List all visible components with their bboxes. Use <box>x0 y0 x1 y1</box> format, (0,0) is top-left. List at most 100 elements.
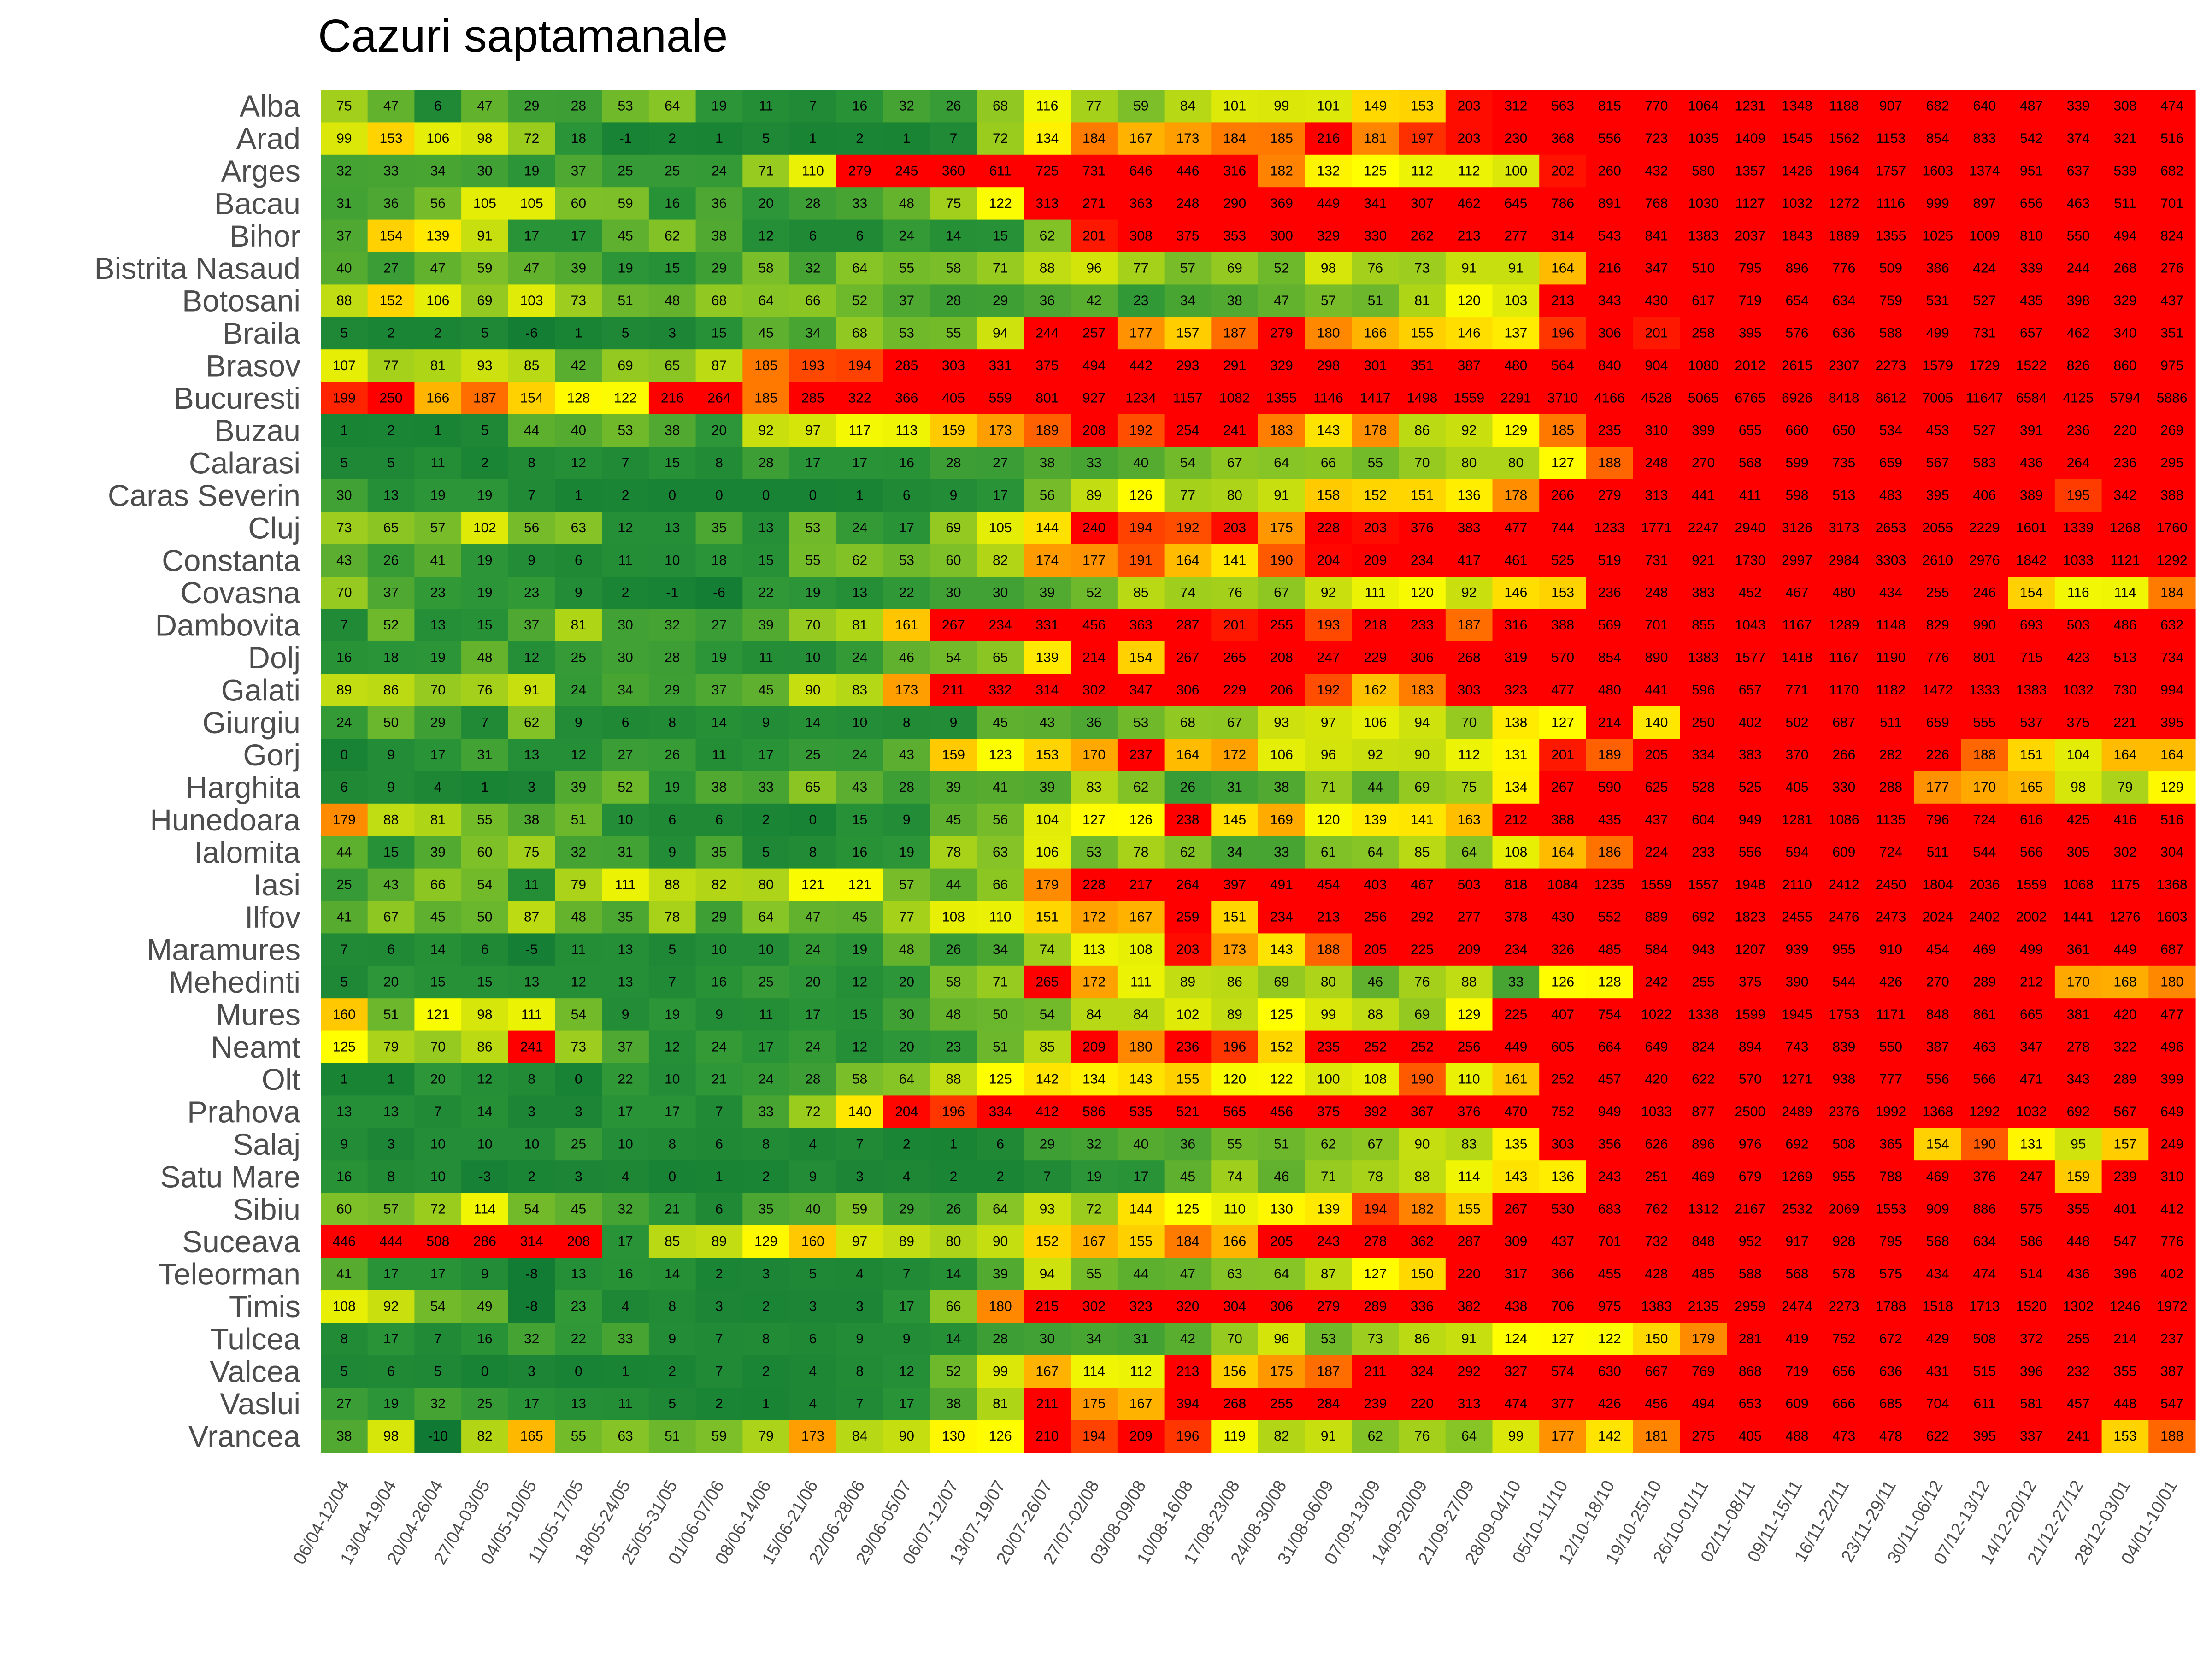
cell-value-label: 32 <box>336 164 352 179</box>
heatmap-cell <box>508 349 556 382</box>
cell-value-label: 300 <box>1270 228 1293 243</box>
cell-value-label: 57 <box>1180 261 1195 276</box>
cell-value-label: 51 <box>571 812 586 828</box>
cell-value-label: 185 <box>754 358 777 373</box>
cell-value-label: 494 <box>2113 228 2136 243</box>
cell-value-label: 59 <box>618 196 633 211</box>
cell-value-label: 246 <box>1973 585 1996 600</box>
heatmap-cell <box>1258 577 1306 609</box>
cell-value-label: 20 <box>805 975 820 990</box>
cell-value-label: 649 <box>1645 1039 1668 1054</box>
heatmap-cell <box>1024 577 1071 609</box>
heatmap-cell <box>1680 122 1727 155</box>
cell-value-label: 568 <box>1926 1234 1949 1249</box>
cell-value-label: 8 <box>528 455 535 471</box>
cell-value-label: 196 <box>942 1104 965 1119</box>
cell-value-label: 3 <box>528 1104 535 1119</box>
cell-value-label: 483 <box>1879 488 1902 503</box>
cell-value-label: 28 <box>758 455 773 471</box>
heatmap-cell <box>2008 609 2055 642</box>
cell-value-label: 51 <box>665 1429 680 1444</box>
heatmap-cell <box>1961 219 2008 253</box>
cell-value-label: 30 <box>1040 1331 1055 1347</box>
heatmap-cell <box>2101 219 2149 253</box>
cell-value-label: 392 <box>1364 1104 1387 1119</box>
cell-value-label: 96 <box>1321 747 1336 763</box>
heatmap-cell <box>508 187 556 220</box>
heatmap-cell <box>1586 447 1634 480</box>
cell-value-label: 122 <box>989 196 1012 211</box>
cell-value-label: 0 <box>715 488 723 503</box>
cell-value-label: 120 <box>1458 293 1481 308</box>
cell-value-label: 423 <box>2067 650 2090 665</box>
cell-value-label: 581 <box>2020 1396 2043 1412</box>
heatmap-cell <box>1071 414 1118 447</box>
heatmap-cell <box>1961 609 2008 642</box>
heatmap-cell <box>2054 414 2102 447</box>
cell-value-label: 13 <box>383 488 399 503</box>
cell-value-label: 17 <box>524 228 539 243</box>
heatmap-cell <box>1586 90 1634 123</box>
cell-value-label: 1009 <box>1969 228 2000 243</box>
heatmap-cell <box>883 90 930 123</box>
cell-value-label: 127 <box>1551 1331 1574 1347</box>
heatmap-cell <box>1492 609 1540 642</box>
cell-value-label: 1190 <box>1876 650 1906 665</box>
cell-value-label: 107 <box>333 358 356 373</box>
cell-value-label: 196 <box>1223 1039 1246 1054</box>
heatmap-cell <box>1211 349 1259 382</box>
cell-value-label: 508 <box>426 1234 449 1249</box>
heatmap-cell <box>1445 382 1493 415</box>
cell-value-label: 74 <box>1180 585 1195 600</box>
cell-value-label: 160 <box>333 1007 356 1022</box>
cell-value-label: 3 <box>387 1137 395 1152</box>
cell-value-label: 6 <box>996 1137 1004 1152</box>
cell-value-label: 32 <box>899 99 914 114</box>
heatmap-cell <box>1071 284 1118 318</box>
heatmap-cell <box>1492 447 1540 480</box>
cell-value-label: 126 <box>1130 488 1153 503</box>
heatmap-cell <box>321 252 368 285</box>
cell-value-label: 485 <box>1692 1266 1715 1282</box>
cell-value-label: 411 <box>1739 488 1761 503</box>
cell-value-label: 32 <box>524 1331 539 1347</box>
cell-value-label: 770 <box>1645 99 1668 114</box>
heatmap-cell <box>2054 219 2102 253</box>
cell-value-label: 267 <box>942 618 965 633</box>
cell-value-label: 395 <box>1926 488 1949 503</box>
cell-value-label: 5 <box>809 1266 817 1282</box>
cell-value-label: 26 <box>946 99 961 114</box>
heatmap-cell <box>508 414 556 447</box>
cell-value-label: 2 <box>762 1169 770 1184</box>
heatmap-cell <box>1399 577 1446 609</box>
cell-value-label: 2069 <box>1829 1201 1859 1217</box>
cell-value-label: 6 <box>481 942 489 957</box>
cell-value-label: 343 <box>1598 293 1621 308</box>
heatmap-cell <box>2101 512 2149 545</box>
cell-value-label: 265 <box>1223 650 1246 665</box>
heatmap-cell <box>1071 219 1118 253</box>
cell-value-label: 999 <box>1926 196 1949 211</box>
cell-value-label: 47 <box>805 910 820 925</box>
cell-value-label: 556 <box>1926 1072 1949 1087</box>
heatmap-cell <box>414 544 462 577</box>
cell-value-label: 191 <box>1130 553 1153 568</box>
heatmap-cell <box>2054 512 2102 545</box>
cell-value-label: 83 <box>852 682 867 698</box>
cell-value-label: 2489 <box>1782 1104 1812 1119</box>
cell-value-label: 3 <box>715 1299 723 1314</box>
cell-value-label: 80 <box>1321 975 1336 990</box>
cell-value-label: 45 <box>946 812 961 828</box>
cell-value-label: 314 <box>1035 682 1059 698</box>
heatmap-cell <box>1071 154 1118 188</box>
cell-value-label: 17 <box>899 1299 914 1314</box>
cell-value-label: 80 <box>1461 455 1477 471</box>
cell-value-label: 183 <box>1270 423 1293 438</box>
cell-value-label: 449 <box>1317 196 1340 211</box>
heatmap-cell <box>836 609 883 642</box>
cell-value-label: 474 <box>2160 99 2183 114</box>
cell-value-label: 73 <box>571 1039 586 1054</box>
cell-value-label: 2450 <box>1876 877 1906 892</box>
cell-value-label: 46 <box>899 650 914 665</box>
cell-value-label: 343 <box>2067 1072 2090 1087</box>
